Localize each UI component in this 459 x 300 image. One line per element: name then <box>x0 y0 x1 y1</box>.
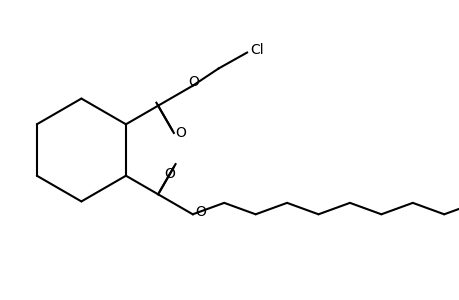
Text: O: O <box>194 205 205 219</box>
Text: O: O <box>163 167 174 181</box>
Text: O: O <box>175 126 186 140</box>
Text: O: O <box>188 75 199 89</box>
Text: Cl: Cl <box>250 43 263 57</box>
